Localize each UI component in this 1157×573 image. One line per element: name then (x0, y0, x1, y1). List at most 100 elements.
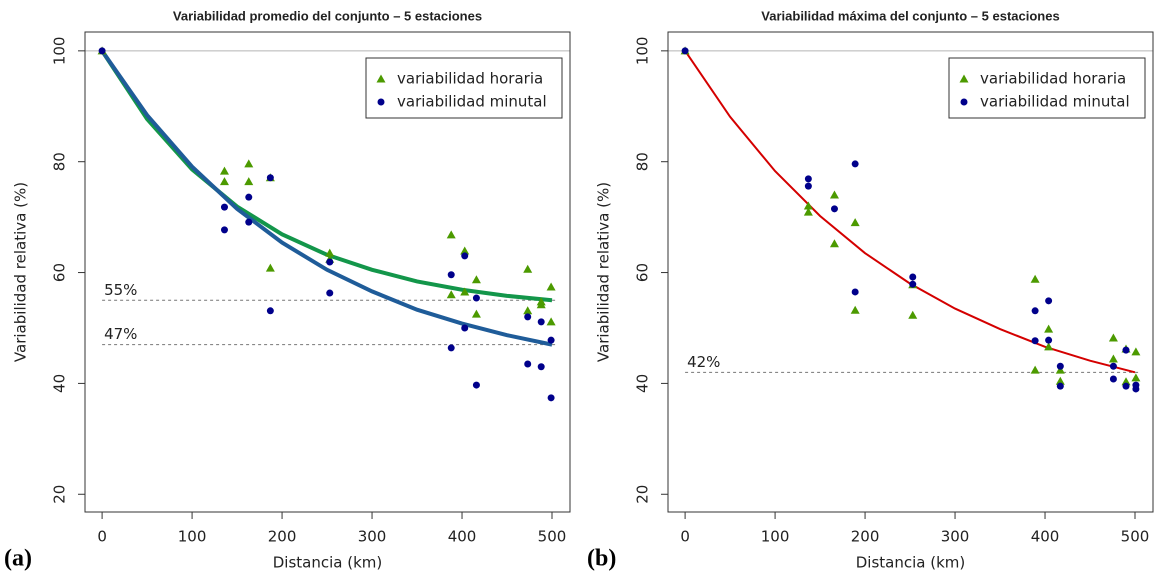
legend-box (948, 57, 1146, 119)
x-tick-label: 0 (97, 528, 107, 546)
point (472, 294, 480, 302)
point (850, 305, 860, 314)
point (325, 248, 335, 257)
point (546, 282, 556, 291)
x-tick-label: 500 (538, 528, 567, 546)
point (219, 177, 229, 186)
y-tick-label: 20 (51, 485, 69, 504)
point (546, 317, 556, 326)
chart-title: Variabilidad máxima del conjunto – 5 est… (761, 8, 1059, 23)
point (803, 207, 813, 216)
legend-marker (376, 74, 386, 83)
point (245, 193, 253, 201)
point (829, 239, 839, 248)
point (220, 203, 228, 211)
plot-frame (667, 31, 1154, 513)
point (1045, 297, 1053, 305)
x-tick-label: 400 (448, 528, 477, 546)
reference-label: 55% (104, 281, 137, 299)
point (461, 324, 469, 332)
point (523, 264, 533, 273)
point (326, 289, 334, 297)
point (909, 280, 917, 288)
point (244, 177, 254, 186)
point (1055, 376, 1065, 385)
legend-marker (377, 98, 385, 106)
point (266, 307, 274, 315)
legend-label: variabilidad minutal (980, 93, 1130, 111)
point (460, 246, 470, 255)
y-tick-label: 40 (51, 374, 69, 393)
point (1121, 377, 1131, 386)
point (446, 290, 456, 299)
legend-label: variabilidad horaria (980, 70, 1126, 88)
point (1122, 346, 1130, 354)
legend-label: variabilidad minutal (397, 93, 547, 111)
plot-frame (84, 31, 571, 513)
point (447, 271, 455, 279)
point (1044, 342, 1054, 351)
point (447, 344, 455, 352)
point (830, 205, 838, 213)
point (266, 174, 274, 182)
point (851, 160, 859, 168)
point (219, 166, 229, 175)
point (1131, 347, 1141, 356)
x-tick-label: 200 (851, 528, 880, 546)
y-tick-label: 80 (51, 152, 69, 171)
point (536, 300, 546, 309)
point (1131, 373, 1141, 382)
reference-label: 42% (687, 353, 720, 371)
point (537, 363, 545, 371)
point (471, 309, 481, 318)
point (1109, 362, 1117, 370)
y-tick-label: 100 (51, 37, 69, 66)
point (1108, 354, 1118, 363)
point (804, 182, 812, 190)
point (1030, 365, 1040, 374)
y-tick-label: 100 (634, 37, 652, 66)
point (1056, 362, 1064, 370)
point (1108, 333, 1118, 342)
point (547, 336, 555, 344)
point (1045, 336, 1053, 344)
legend-box (365, 57, 563, 119)
point (524, 360, 532, 368)
point (681, 47, 689, 55)
point (1031, 337, 1039, 345)
point (1031, 307, 1039, 315)
point (1132, 385, 1140, 393)
point (908, 310, 918, 319)
point (851, 288, 859, 296)
point (461, 252, 469, 260)
point (523, 306, 533, 315)
point (1030, 274, 1040, 283)
x-tick-label: 200 (268, 528, 297, 546)
y-tick-label: 40 (634, 374, 652, 393)
point (471, 275, 481, 284)
legend-marker (960, 98, 968, 106)
reference-label: 47% (104, 325, 137, 343)
y-tick-label: 80 (634, 152, 652, 171)
point (460, 287, 470, 296)
point (803, 201, 813, 210)
point (1044, 324, 1054, 333)
point (524, 313, 532, 321)
legend-marker (959, 74, 969, 83)
point (98, 47, 106, 55)
point (537, 318, 545, 326)
point (245, 218, 253, 226)
point (446, 230, 456, 239)
x-tick-label: 100 (178, 528, 207, 546)
x-tick-label: 300 (358, 528, 387, 546)
point (1122, 382, 1130, 390)
point (829, 190, 839, 199)
y-tick-label: 60 (51, 263, 69, 282)
x-tick-label: 0 (680, 528, 690, 546)
x-tick-label: 300 (941, 528, 970, 546)
point (1056, 382, 1064, 390)
fit-curve (100, 49, 553, 347)
y-axis-label: Variabilidad relativa (%) (12, 182, 30, 362)
x-tick-label: 500 (1121, 528, 1150, 546)
